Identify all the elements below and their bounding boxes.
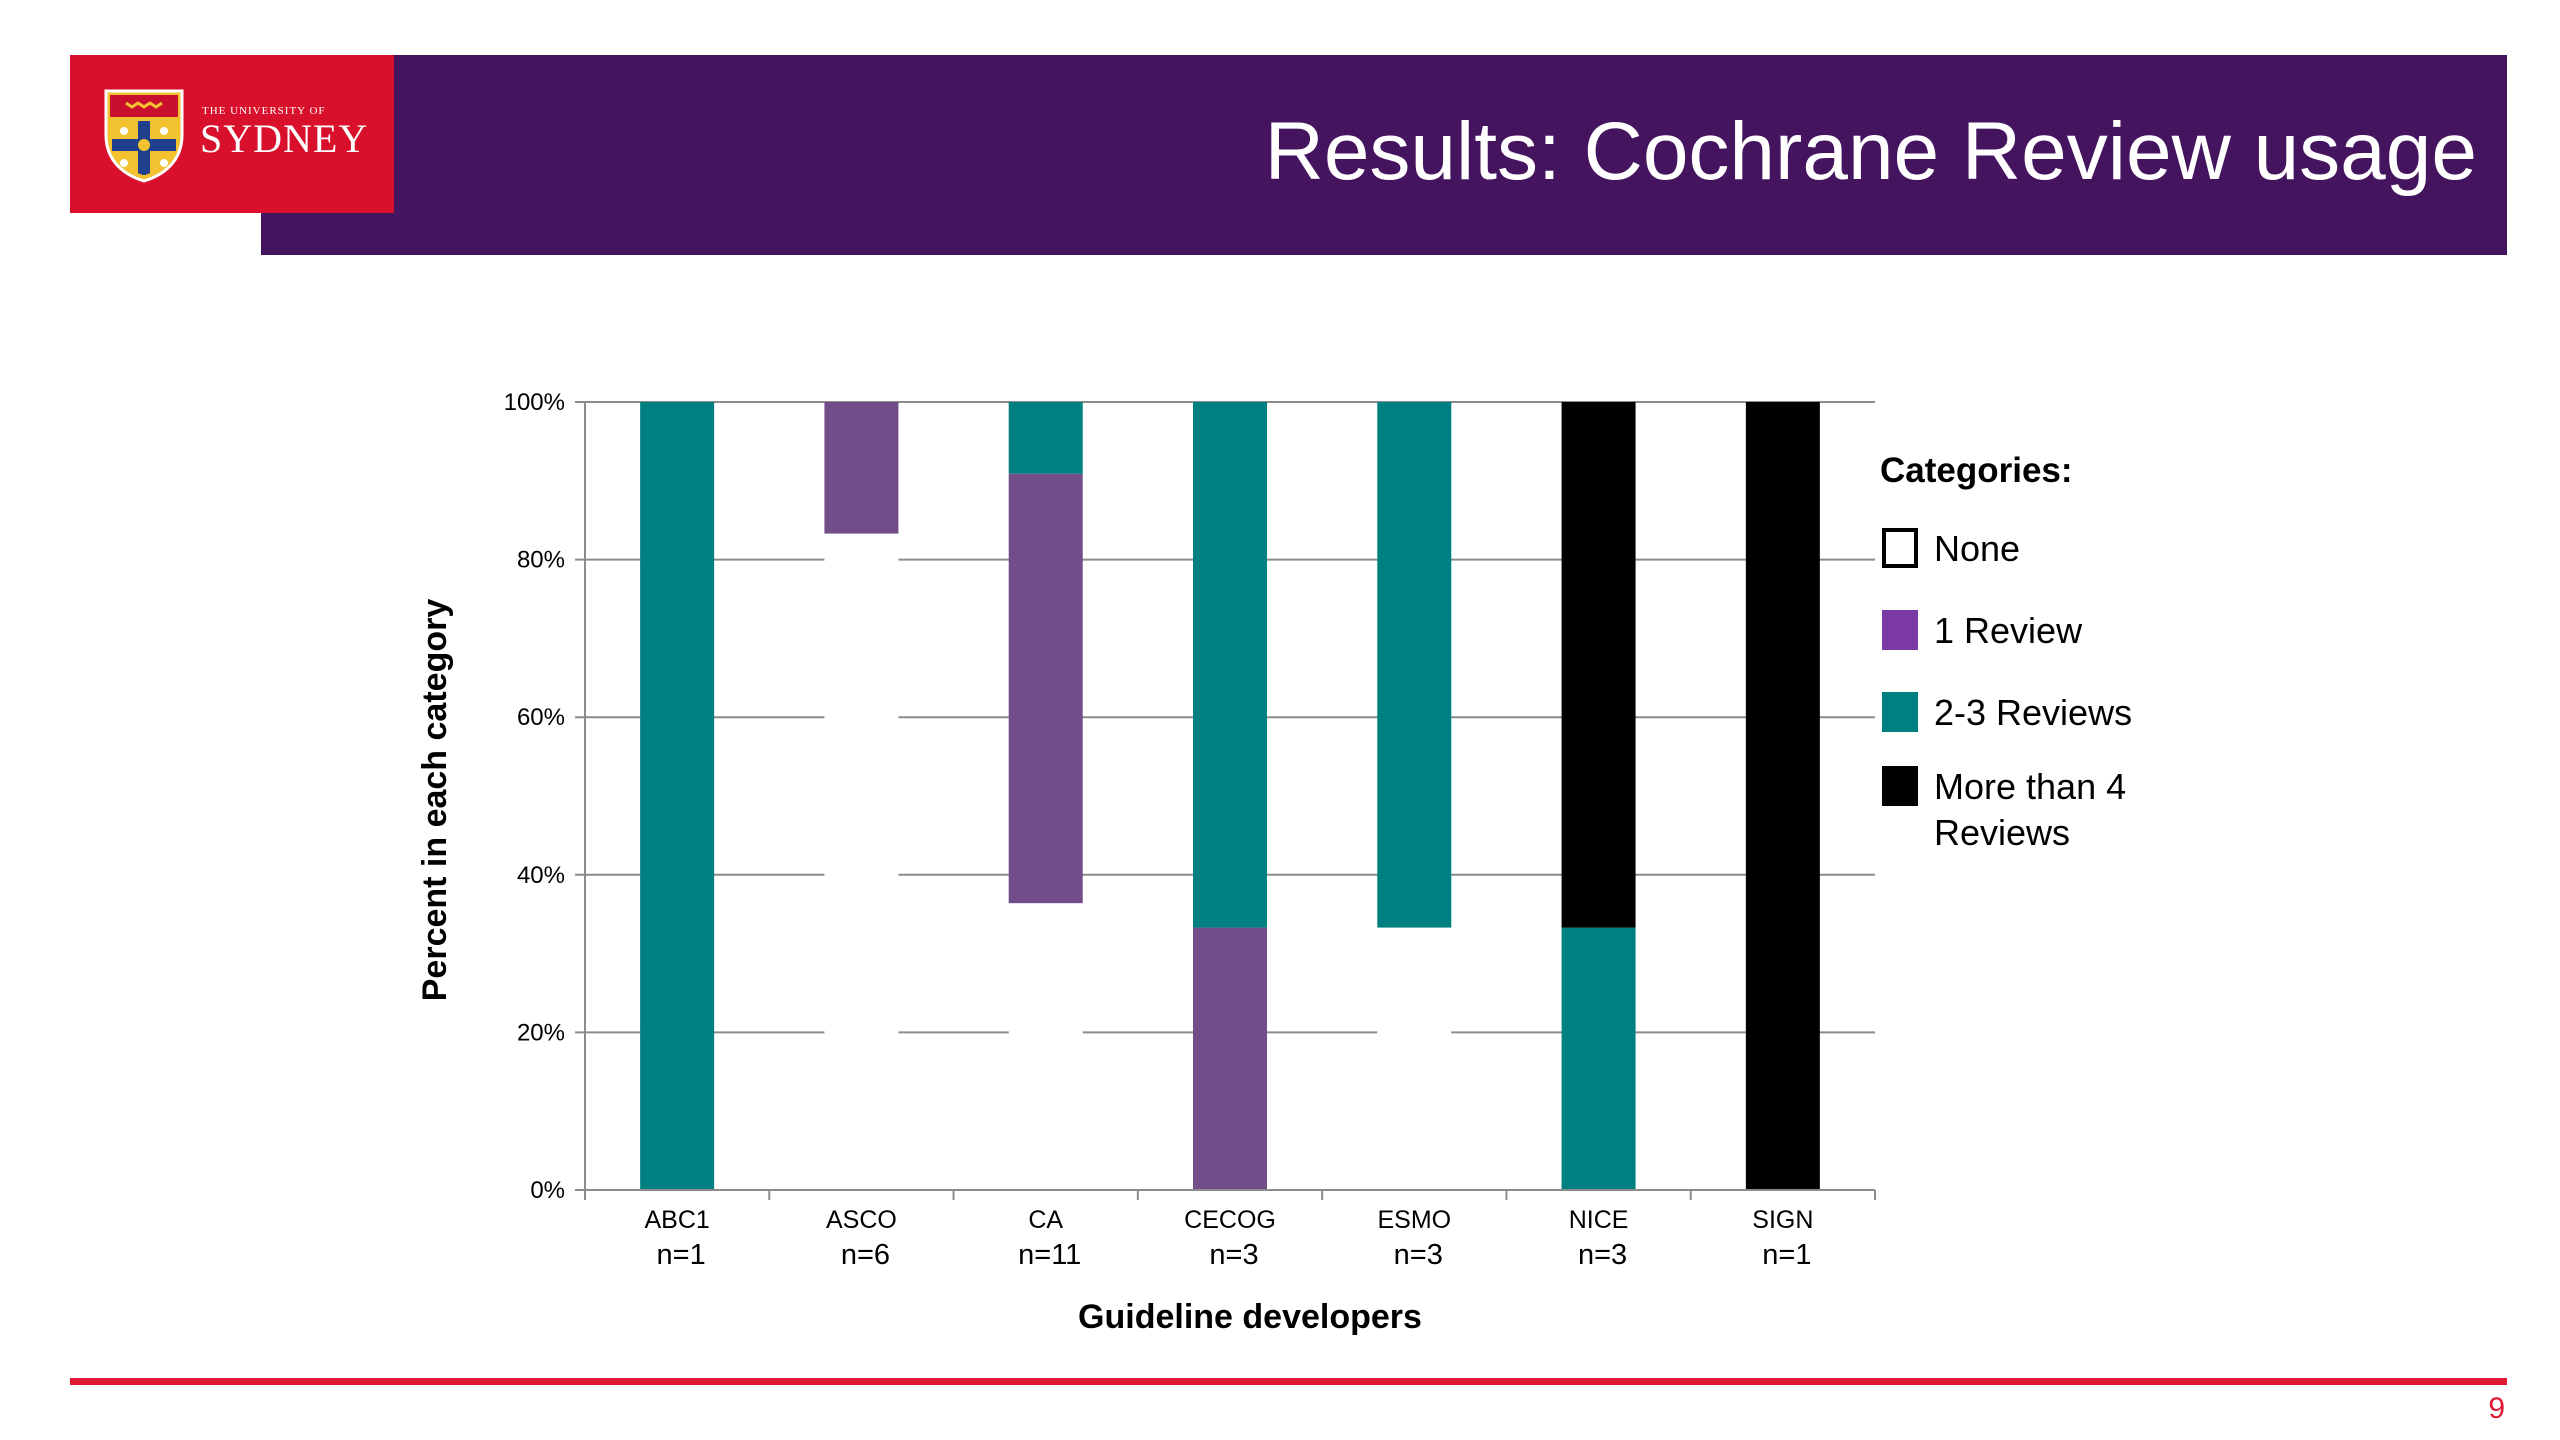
bar-segment-ca-s2 xyxy=(1008,402,1083,474)
bar-segment-ca-s0 xyxy=(1008,903,1083,1190)
legend-label: None xyxy=(1934,528,2020,569)
y-tick-labels: 0% 20% 40% 60% 80% 100% xyxy=(504,389,565,1204)
legend-swatch xyxy=(1882,692,1918,732)
bar-segment-asco-s0 xyxy=(824,533,899,1190)
x-tick-sublabel: n=11 xyxy=(1018,1239,1081,1271)
x-tick-sublabel: n=3 xyxy=(1209,1239,1258,1271)
x-tick-sublabel: n=1 xyxy=(1762,1239,1811,1271)
bar-segment-nice-s2 xyxy=(1561,927,1636,1190)
y-tick-label: 80% xyxy=(517,547,565,574)
y-tick-label: 60% xyxy=(517,704,565,731)
chart-legend: Categories: None 1 Review 2-3 Reviews More … xyxy=(1880,451,2132,853)
chart-axes xyxy=(584,402,1876,1200)
bar-segment-nice-s3 xyxy=(1561,402,1636,928)
bar-segment-cecog-s1 xyxy=(1193,927,1267,1190)
legend-label: Reviews xyxy=(1934,812,2070,853)
slide-title: Results: Cochrane Review usage xyxy=(1264,106,2477,197)
university-logo: THE UNIVERSITY OF SYDNEY xyxy=(70,55,394,213)
legend-label: 1 Review xyxy=(1934,610,2083,651)
x-tick-sublabel: n=6 xyxy=(841,1239,890,1271)
legend-swatch xyxy=(1882,610,1918,650)
x-tick-label: SIGN xyxy=(1752,1206,1813,1234)
page-number: 9 xyxy=(2488,1392,2505,1425)
legend-title: Categories: xyxy=(1880,451,2073,490)
chart-bars xyxy=(640,402,1820,1190)
x-tick-label: CECOG xyxy=(1184,1206,1276,1234)
bar-segment-cecog-s2 xyxy=(1193,402,1267,928)
x-tick-sublabel: n=3 xyxy=(1394,1239,1443,1271)
x-tick-sublabel: n=1 xyxy=(657,1239,706,1271)
bar-segment-ca-s1 xyxy=(1008,473,1083,904)
bar-segment-sign-s3 xyxy=(1745,402,1820,1190)
x-tick-label: NICE xyxy=(1569,1206,1629,1234)
bar-segment-asco-s1 xyxy=(824,402,899,534)
legend-swatch xyxy=(1882,766,1918,806)
y-tick-label: 100% xyxy=(504,389,565,416)
logo-small-text: THE UNIVERSITY OF xyxy=(202,105,326,117)
x-tick-label: CA xyxy=(1028,1206,1063,1234)
legend-label: More than 4 xyxy=(1934,766,2126,807)
title-bar: Results: Cochrane Review usage xyxy=(261,55,2507,255)
footer-rule xyxy=(70,1378,2507,1385)
x-tick-label: ABC1 xyxy=(644,1206,709,1234)
crest-icon xyxy=(104,89,184,183)
y-tick-label: 20% xyxy=(517,1019,565,1046)
x-axis-title: Guideline developers xyxy=(1078,1298,1422,1336)
logo-main-text: SYDNEY xyxy=(200,116,369,161)
x-tick-label: ESMO xyxy=(1377,1206,1451,1234)
bar-segment-esmo-s2 xyxy=(1377,402,1452,928)
x-tick-sublabel: n=3 xyxy=(1578,1239,1627,1271)
y-axis-title: Percent in each category xyxy=(416,599,454,1002)
x-tick-label: ASCO xyxy=(826,1206,897,1234)
x-tick-labels: ABC1 n=1 ASCO n=6 CA n=11 CECOG n=3 ESMO n=3 NICE n… xyxy=(644,1206,1813,1271)
y-tick-label: 0% xyxy=(530,1177,565,1204)
bar-segment-esmo-s0 xyxy=(1377,927,1452,1190)
legend-label: 2-3 Reviews xyxy=(1934,692,2132,733)
y-tick-label: 40% xyxy=(517,862,565,889)
bar-segment-abc1-s2 xyxy=(640,402,715,1190)
legend-swatch xyxy=(1882,528,1918,568)
